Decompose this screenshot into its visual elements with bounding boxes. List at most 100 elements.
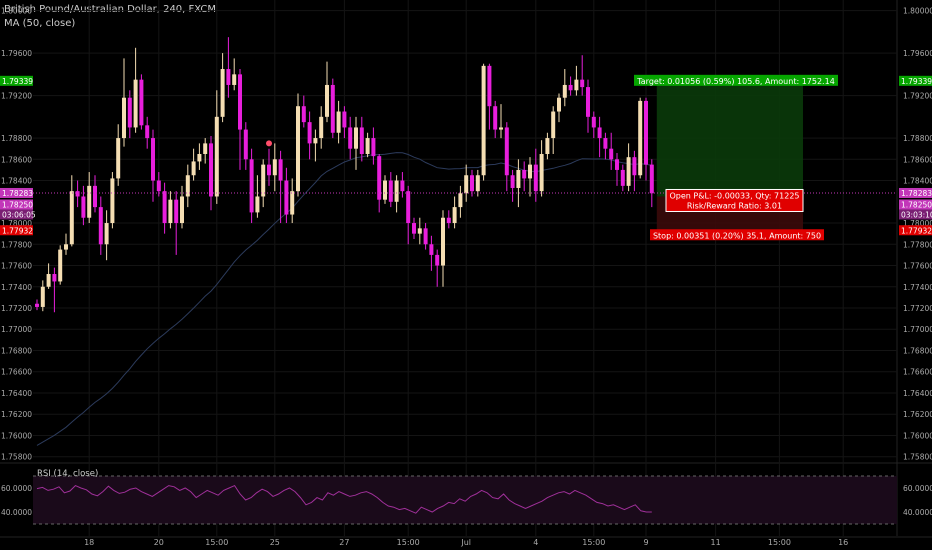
candle (307, 122, 312, 144)
candle (156, 180, 161, 192)
price-tick-left: 1.78400 (1, 177, 32, 186)
price-tick-right: 1.76200 (903, 410, 932, 419)
current-price-badge-right: 1.78283 (901, 189, 932, 198)
candle (336, 111, 341, 133)
current-price-badge: 1.78283 (2, 189, 33, 198)
time-tick: 15:00 (582, 538, 605, 547)
price-tick-right: 1.77600 (903, 262, 932, 271)
candle (249, 159, 254, 213)
time-tick: 9 (643, 538, 648, 547)
candle (261, 164, 266, 197)
candle (145, 125, 150, 139)
countdown-badge-bg (0, 209, 33, 220)
stop-label-box (650, 229, 824, 241)
candle (533, 164, 538, 192)
candle (412, 223, 416, 234)
candle (52, 274, 57, 282)
candle (597, 127, 602, 139)
candle (290, 191, 295, 215)
candle (296, 106, 300, 192)
candle (267, 164, 271, 176)
candle (557, 97, 561, 112)
candle (75, 191, 80, 197)
candle (429, 244, 434, 255)
price-tick-left: 1.75800 (1, 453, 32, 462)
candle (528, 164, 532, 179)
rsi-line (36, 484, 652, 514)
candle (649, 164, 654, 194)
candle (46, 274, 51, 287)
target-label: Target: 0.01056 (0.59%) 105.6, Amount: 1… (636, 77, 835, 86)
chart-title: British Pound/Australian Dollar, 240, FX… (4, 4, 217, 15)
price-tick-right: 1.78400 (903, 177, 932, 186)
candle (226, 69, 231, 85)
price-tick-left: 1.79200 (1, 92, 32, 101)
price-tick-right: 1.80000 (903, 7, 932, 16)
price-tick-right: 1.76400 (903, 389, 932, 398)
candle (203, 143, 208, 154)
candle (591, 116, 596, 128)
candle (475, 175, 480, 192)
candle (168, 199, 173, 224)
price-tick-right: 1.76800 (903, 346, 932, 355)
candle (452, 207, 457, 224)
time-tick: 16 (838, 538, 848, 547)
stop-price-badge-bg (0, 225, 33, 236)
candle (406, 191, 411, 224)
candle (93, 185, 97, 208)
time-tick: 27 (339, 538, 349, 547)
current-price-badge-bg (0, 187, 33, 198)
price-tick-right: 1.78000 (903, 219, 932, 228)
candle (127, 97, 132, 128)
price-tick-right: 1.77000 (903, 325, 932, 334)
time-tick: Jul (460, 538, 471, 547)
candle (191, 161, 196, 176)
price-tick-left: 1.77200 (1, 304, 32, 313)
price-tick-left: 1.78800 (1, 134, 32, 143)
candle (98, 207, 103, 245)
price-tick-right: 1.76600 (903, 368, 932, 377)
price-tick-right: 1.75800 (903, 453, 932, 462)
stop-label: Stop: 0.00351 (0.20%) 35.1, Amount: 750 (653, 231, 821, 240)
candle (446, 217, 451, 224)
time-tick: 25 (270, 538, 280, 547)
candle (197, 154, 202, 162)
candle (383, 180, 387, 200)
price-tick-left: 1.78600 (1, 155, 32, 164)
candle (284, 180, 289, 215)
candle (487, 65, 492, 107)
candle (504, 127, 509, 176)
candle (325, 84, 329, 117)
candle (110, 178, 115, 224)
countdown-badge: 03:06:05 (2, 210, 36, 219)
candle (87, 185, 92, 218)
candle (377, 156, 382, 200)
candle (620, 169, 625, 186)
price-tick-left: 1.76400 (1, 389, 32, 398)
price-tick-right: 1.77200 (903, 304, 932, 313)
candle (214, 116, 219, 197)
price-tick-right: 1.77400 (903, 283, 932, 292)
countdown-badge-right-bg (899, 209, 932, 220)
stop-price-badge-right-bg (899, 225, 932, 236)
candle (539, 154, 544, 192)
candle (516, 169, 521, 188)
candle (348, 127, 353, 149)
price-tick-right: 1.78800 (903, 134, 932, 143)
candle (609, 148, 614, 160)
time-tick: 15:00 (768, 538, 791, 547)
entry-price-badge-bg (0, 199, 33, 210)
candle (510, 175, 515, 188)
candle (400, 180, 405, 192)
candle (493, 106, 498, 130)
candle (238, 74, 242, 130)
target-price-badge-right: 1.79339 (901, 77, 932, 86)
candle (545, 138, 550, 154)
candle (394, 180, 399, 202)
candle (603, 138, 608, 149)
candle (209, 143, 213, 197)
candle (133, 79, 138, 128)
time-tick: 20 (154, 538, 164, 547)
candle (568, 84, 573, 91)
